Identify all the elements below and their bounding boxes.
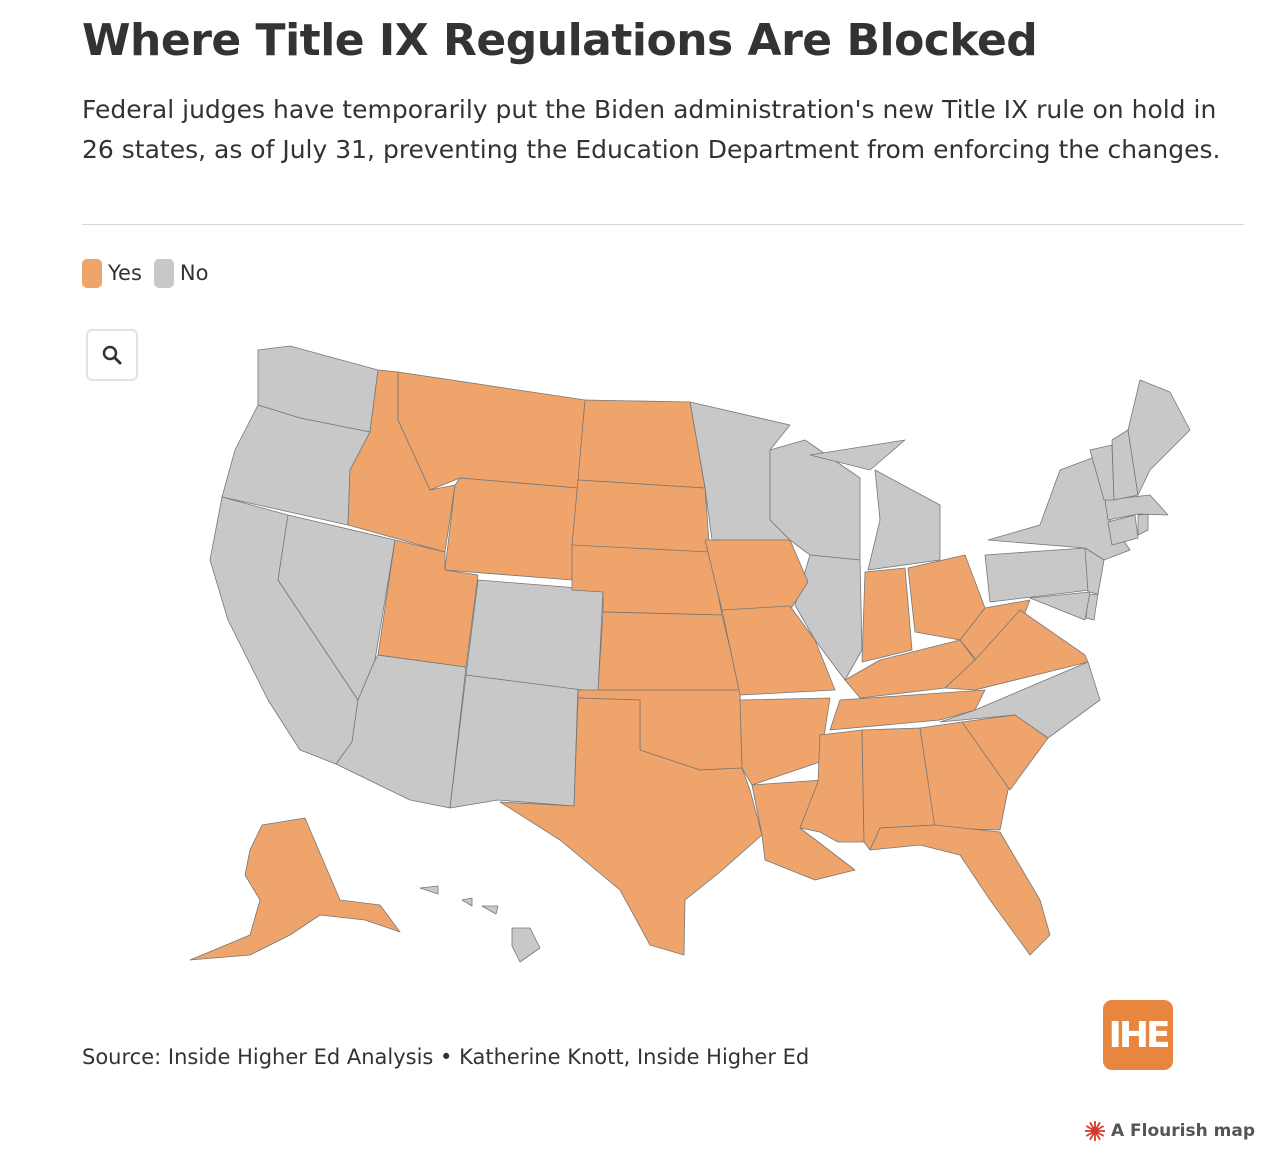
state-new-mexico[interactable]	[449, 674, 579, 809]
legend-swatch-yes	[82, 258, 102, 288]
source-note: Source: Inside Higher Ed Analysis • Kath…	[82, 1045, 810, 1069]
page-title: Where Title IX Regulations Are Blocked	[82, 15, 1038, 66]
state-alaska[interactable]	[189, 817, 401, 961]
legend-item-no[interactable]: No	[153, 258, 209, 288]
state-utah[interactable]	[377, 539, 479, 668]
state-hawaii[interactable]	[419, 885, 541, 963]
flourish-label: A Flourish map	[1110, 1121, 1255, 1141]
state-kansas[interactable]	[597, 611, 741, 691]
state-maine[interactable]	[1127, 379, 1191, 496]
ihe-logo-text: IHE	[1108, 1014, 1170, 1056]
legend-label-yes: Yes	[108, 261, 142, 285]
divider	[82, 224, 1244, 225]
state-arizona[interactable]	[335, 654, 467, 809]
state-west-virginia[interactable]	[959, 599, 1031, 663]
state-georgia[interactable]	[919, 721, 1011, 831]
state-missouri[interactable]	[721, 605, 836, 696]
state-massachusetts[interactable]	[1104, 494, 1169, 521]
state-texas[interactable]	[499, 697, 763, 956]
state-iowa[interactable]	[704, 539, 809, 611]
state-rhode-island[interactable]	[1137, 513, 1149, 536]
state-wyoming[interactable]	[444, 477, 579, 581]
state-maryland[interactable]	[1029, 591, 1091, 621]
state-north-dakota[interactable]	[577, 399, 706, 489]
flourish-star-icon	[1084, 1121, 1105, 1141]
flourish-credit[interactable]: A Flourish map	[1084, 1120, 1255, 1142]
state-indiana[interactable]	[861, 567, 913, 663]
state-arkansas[interactable]	[739, 697, 831, 786]
state-virginia[interactable]	[944, 609, 1089, 691]
state-montana[interactable]	[397, 371, 586, 491]
state-tennessee[interactable]	[829, 689, 986, 731]
legend-swatch-no	[153, 258, 174, 288]
state-idaho[interactable]	[347, 369, 456, 553]
legend-item-yes[interactable]: Yes	[82, 258, 142, 288]
state-colorado[interactable]	[465, 579, 604, 693]
state-south-dakota[interactable]	[571, 479, 711, 556]
state-connecticut[interactable]	[1107, 514, 1139, 546]
legend-label-no: No	[179, 261, 209, 285]
ihe-logo: IHE	[1103, 1000, 1173, 1070]
page-subtitle: Federal judges have temporarily put the …	[82, 95, 1221, 164]
search-icon	[102, 345, 122, 365]
state-florida[interactable]	[869, 824, 1051, 956]
legend: Yes No	[82, 256, 220, 290]
state-michigan[interactable]	[809, 439, 941, 571]
state-south-carolina[interactable]	[961, 714, 1049, 791]
zoom-button[interactable]	[86, 329, 138, 381]
